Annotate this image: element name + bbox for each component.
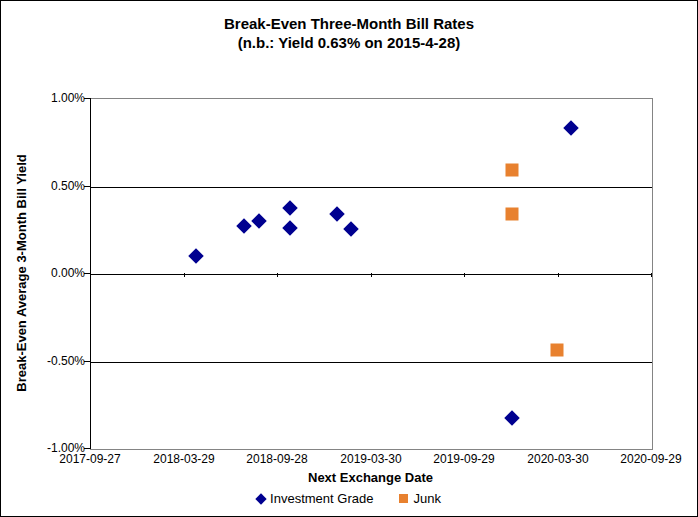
data-point-junk[interactable] bbox=[506, 208, 519, 221]
x-tick-label: 2019-09-29 bbox=[424, 452, 504, 466]
gridline bbox=[91, 187, 652, 188]
y-tick-label: 1.00% bbox=[19, 91, 85, 105]
chart-title: Break-Even Three-Month Bill Rates (n.b.:… bbox=[1, 14, 697, 52]
chart-title-line2: (n.b.: Yield 0.63% on 2015-4-28) bbox=[1, 33, 697, 52]
y-tick-label: -0.50% bbox=[19, 354, 85, 368]
y-tick-label: 0.00% bbox=[19, 266, 85, 280]
x-axis-tick bbox=[277, 273, 278, 277]
diamond-marker-icon bbox=[255, 493, 266, 504]
legend-label-investment-grade: Investment Grade bbox=[270, 491, 373, 506]
legend-item-investment-grade[interactable]: Investment Grade bbox=[257, 491, 373, 506]
gridline bbox=[91, 362, 652, 363]
legend-item-junk[interactable]: Junk bbox=[399, 491, 440, 506]
x-axis-tick bbox=[651, 273, 652, 277]
x-axis-tick bbox=[558, 273, 559, 277]
x-axis-tick bbox=[371, 273, 372, 277]
x-tick-label: 2018-09-28 bbox=[237, 452, 317, 466]
x-axis-tick bbox=[90, 273, 91, 277]
x-tick-label: 2019-03-30 bbox=[331, 452, 411, 466]
y-tick-label: 0.50% bbox=[19, 179, 85, 193]
chart-title-line1: Break-Even Three-Month Bill Rates bbox=[1, 14, 697, 33]
x-tick-label: 2020-09-29 bbox=[611, 452, 691, 466]
x-tick-label: 2018-03-29 bbox=[144, 452, 224, 466]
square-marker-icon bbox=[399, 494, 408, 503]
x-tick-label: 2020-03-30 bbox=[518, 452, 598, 466]
x-axis-title: Next Exchange Date bbox=[90, 470, 651, 485]
legend: Investment Grade Junk bbox=[1, 491, 697, 506]
legend-label-junk: Junk bbox=[413, 491, 440, 506]
x-axis-tick bbox=[184, 273, 185, 277]
x-axis-tick bbox=[464, 273, 465, 277]
chart-window: Break-Even Three-Month Bill Rates (n.b.:… bbox=[0, 0, 698, 517]
x-tick-label: 2017-09-27 bbox=[50, 452, 130, 466]
data-point-junk[interactable] bbox=[551, 344, 564, 357]
data-point-junk[interactable] bbox=[506, 164, 519, 177]
